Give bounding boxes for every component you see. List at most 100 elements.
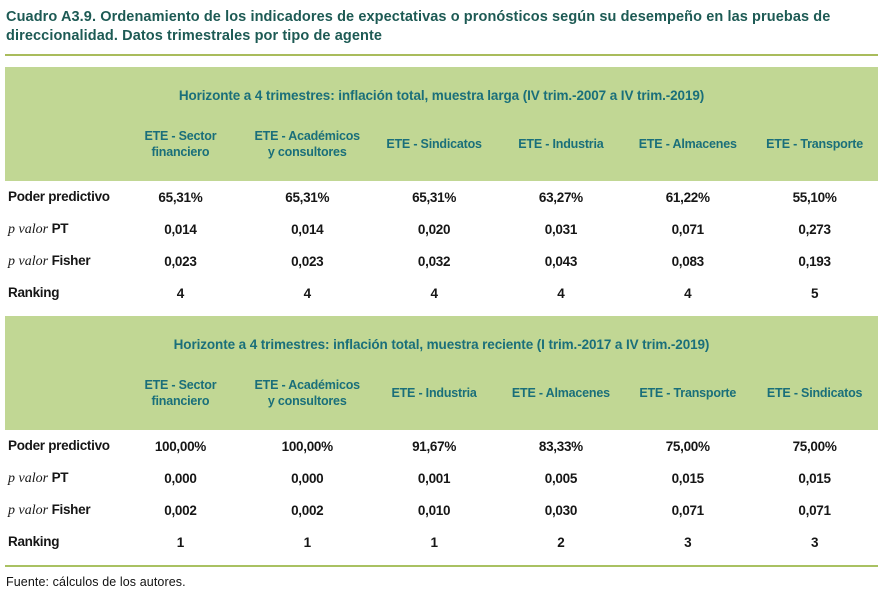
data-cell: 75,00%: [792, 438, 837, 454]
data-cell: 0,083: [671, 253, 705, 269]
row-label-italic: p valor: [8, 253, 52, 269]
data-cell: 65,31%: [158, 189, 203, 205]
row-label: Poder predictivo: [5, 430, 117, 462]
column-header-row: ETE - Sector financiero ETE - Académicos…: [5, 115, 878, 182]
page-title: Cuadro A3.9. Ordenamiento de los indicad…: [6, 9, 831, 45]
data-cell: 0,014: [164, 221, 197, 237]
section-title: Horizonte a 4 trimestres: inflación tota…: [5, 67, 878, 116]
data-cell: 61,22%: [665, 189, 710, 205]
data-cell: 1: [303, 534, 312, 550]
data-cell: 0,020: [417, 221, 451, 237]
table-row: p valor Fisher 0,002 0,002 0,010 0,030 0…: [5, 494, 878, 526]
corner-cell: [5, 364, 117, 431]
data-cell: 2: [557, 534, 565, 550]
row-label: Ranking: [5, 277, 117, 309]
data-cell: 0,002: [164, 502, 197, 518]
data-cell: 0,015: [671, 470, 705, 486]
table-row: p valor PT 0,014 0,014 0,020 0,031 0,071…: [5, 213, 878, 245]
data-cell: 5: [810, 285, 819, 301]
data-cell: 0,002: [291, 502, 324, 518]
row-label-text: Ranking: [8, 533, 60, 549]
column-header: ETE - Sindicatos: [751, 364, 878, 431]
bottom-divider: [5, 565, 878, 568]
row-label-italic: p valor: [8, 221, 52, 237]
data-cell: 100,00%: [154, 438, 207, 454]
section-title-row: Horizonte a 4 trimestres: inflación tota…: [5, 316, 878, 365]
data-cell: 0,010: [417, 502, 451, 518]
data-cell: 0,032: [417, 253, 451, 269]
table-row: Poder predictivo 65,31% 65,31% 65,31% 63…: [5, 181, 878, 213]
row-label: Ranking: [5, 526, 117, 558]
data-cell: 0,014: [291, 221, 324, 237]
data-cell: 0,001: [417, 470, 451, 486]
data-cell: 0,000: [291, 470, 324, 486]
data-cell: 55,10%: [792, 189, 837, 205]
corner-cell: [5, 115, 117, 182]
row-label-text: Fisher: [51, 501, 91, 517]
section-title-row: Horizonte a 4 trimestres: inflación tota…: [5, 67, 878, 116]
data-cell: 3: [810, 534, 819, 550]
data-cell: 4: [176, 285, 185, 301]
data-cell: 4: [557, 285, 565, 301]
row-label-text: PT: [51, 220, 69, 236]
row-label-text: Poder predictivo: [8, 437, 110, 453]
data-cell: 0,273: [798, 221, 831, 237]
data-cell: 83,33%: [538, 438, 583, 454]
row-label-italic: p valor: [8, 502, 52, 518]
column-header: ETE - Almacenes: [624, 115, 752, 182]
data-cell: 65,31%: [412, 189, 457, 205]
row-label-italic: p valor: [8, 470, 52, 486]
data-cell: 1: [430, 534, 438, 550]
table-muestra-reciente: Horizonte a 4 trimestres: inflación tota…: [5, 316, 878, 558]
row-label: p valor Fisher: [5, 494, 117, 526]
column-header-row: ETE - Sector financiero ETE - Académicos…: [5, 364, 878, 431]
row-label-text: Fisher: [51, 252, 91, 268]
column-header: ETE - Transporte: [624, 364, 752, 431]
data-cell: 0,193: [798, 253, 831, 269]
column-header: ETE - Sector financiero: [117, 364, 244, 431]
top-divider: [5, 54, 878, 57]
table-row: Ranking 1 1 1 2 3 3: [5, 526, 878, 558]
data-cell: 0,000: [164, 470, 197, 486]
data-cell: 4: [430, 285, 438, 301]
column-header: ETE - Transporte: [751, 115, 878, 182]
column-header: ETE - Almacenes: [497, 364, 625, 431]
table-row: p valor PT 0,000 0,000 0,001 0,005 0,015…: [5, 462, 878, 494]
row-label-text: Poder predictivo: [8, 188, 110, 204]
row-label-text: PT: [51, 469, 69, 485]
table-row: Poder predictivo 100,00% 100,00% 91,67% …: [5, 430, 878, 462]
row-label: Poder predictivo: [5, 181, 117, 213]
table-muestra-larga: Horizonte a 4 trimestres: inflación tota…: [5, 67, 878, 309]
table-row: Ranking 4 4 4 4 4 5: [5, 277, 878, 309]
data-cell: 0,015: [798, 470, 831, 486]
row-label-text: Ranking: [8, 284, 60, 300]
row-label: p valor Fisher: [5, 245, 117, 277]
data-cell: 100,00%: [281, 438, 334, 454]
data-cell: 3: [684, 534, 692, 550]
section-title: Horizonte a 4 trimestres: inflación tota…: [5, 316, 878, 365]
data-cell: 63,27%: [538, 189, 583, 205]
data-cell: 65,31%: [285, 189, 330, 205]
data-cell: 0,043: [544, 253, 578, 269]
row-label: p valor PT: [5, 462, 117, 494]
column-header: ETE - Sector financiero: [117, 115, 244, 182]
data-cell: 0,071: [798, 502, 831, 518]
source-note: Fuente: cálculos de los autores.: [6, 575, 186, 589]
data-cell: 4: [684, 285, 692, 301]
data-cell: 75,00%: [665, 438, 710, 454]
column-header: ETE - Industria: [497, 115, 625, 182]
column-header: ETE - Industria: [370, 364, 498, 431]
data-cell: 0,071: [671, 502, 705, 518]
column-header: ETE - Académicos y consultores: [243, 115, 371, 182]
data-cell: 4: [303, 285, 312, 301]
table-row: p valor Fisher 0,023 0,023 0,032 0,043 0…: [5, 245, 878, 277]
data-cell: 0,031: [544, 221, 578, 237]
data-cell: 0,023: [164, 253, 197, 269]
column-header: ETE - Académicos y consultores: [243, 364, 371, 431]
column-header: ETE - Sindicatos: [370, 115, 498, 182]
data-cell: 0,005: [544, 470, 578, 486]
data-cell: 0,023: [291, 253, 324, 269]
data-cell: 0,071: [671, 221, 705, 237]
data-cell: 0,030: [544, 502, 578, 518]
